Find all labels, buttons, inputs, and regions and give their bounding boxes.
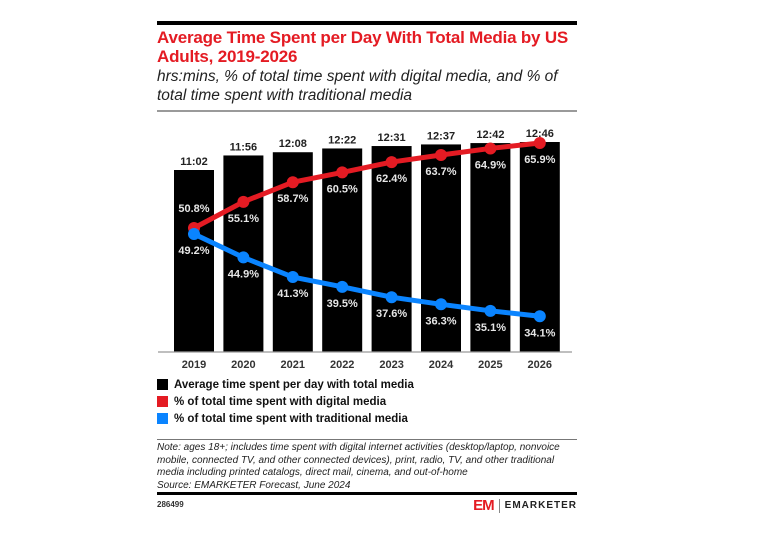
traditional-point (188, 228, 200, 240)
legend-swatch-black (157, 379, 168, 390)
legend-label: % of total time spent with digital media (174, 395, 387, 408)
traditional-point (435, 298, 447, 311)
digital-point (286, 176, 299, 189)
traditional-data-label: 37.6% (376, 308, 407, 320)
x-tick-label: 2025 (478, 359, 502, 371)
note-text: Note: ages 18+; includes time spent with… (157, 442, 560, 478)
bottom-rule (157, 492, 577, 495)
legend-swatch-red (157, 396, 168, 407)
legend-label: Average time spent per day with total me… (174, 378, 414, 391)
digital-line (191, 140, 543, 231)
x-tick-label: 2026 (528, 359, 552, 371)
digital-data-label: 58.7% (277, 193, 308, 205)
legend-label: % of total time spent with traditional m… (174, 412, 408, 425)
note-rule (157, 439, 577, 440)
traditional-point (484, 304, 497, 317)
traditional-data-label: 39.5% (327, 298, 358, 310)
legend: Average time spent per day with total me… (157, 376, 577, 427)
legend-swatch-blue (157, 413, 168, 424)
bar-value-label: 12:46 (526, 128, 554, 140)
legend-item-total-media: Average time spent per day with total me… (157, 376, 577, 393)
digital-data-label: 62.4% (376, 173, 407, 185)
chart-title: Average Time Spent per Day With Total Me… (157, 28, 569, 66)
traditional-data-label: 44.9% (228, 268, 259, 280)
bar-2023 (371, 146, 412, 352)
traditional-data-label: 41.3% (277, 288, 308, 300)
digital-data-label: 64.9% (475, 159, 506, 171)
brand-divider (498, 498, 500, 513)
traditional-data-label: 49.2% (178, 245, 209, 257)
digital-data-label: 63.7% (425, 166, 456, 178)
bar-value-label: 12:22 (328, 134, 356, 146)
subtitle-rule (157, 110, 577, 112)
x-tick-label: 2024 (429, 359, 454, 371)
x-tick-label: 2019 (182, 359, 206, 371)
digital-point (435, 148, 447, 161)
traditional-point (533, 310, 546, 323)
digital-point (533, 137, 546, 149)
bar-value-label: 12:08 (279, 138, 307, 150)
digital-point (336, 166, 349, 179)
digital-data-label: 55.1% (228, 213, 259, 225)
x-tick-label: 2023 (379, 359, 403, 371)
brand-logo: EM EMARKETER (473, 497, 577, 514)
digital-point (237, 195, 250, 208)
legend-item-digital: % of total time spent with digital media (157, 393, 577, 410)
source-text: Source: EMARKETER Forecast, June 2024 (157, 479, 351, 491)
x-tick-label: 2022 (330, 359, 354, 371)
traditional-point (385, 291, 398, 304)
chart-id: 286499 (157, 500, 184, 509)
note-block: Note: ages 18+; includes time spent with… (157, 442, 577, 492)
bar-2022 (322, 148, 363, 352)
traditional-data-label: 36.3% (425, 315, 456, 327)
digital-point (385, 156, 398, 169)
traditional-point (286, 271, 299, 284)
bar-value-label: 11:56 (230, 141, 258, 153)
bar-2024 (421, 144, 461, 352)
legend-item-traditional: % of total time spent with traditional m… (157, 410, 577, 427)
x-tick-label: 2021 (281, 359, 305, 371)
traditional-point (237, 251, 250, 264)
traditional-data-label: 35.1% (475, 322, 506, 334)
bar-value-label: 12:37 (427, 130, 455, 142)
digital-data-label: 65.9% (524, 154, 555, 166)
digital-point (484, 142, 497, 155)
combo-chart: 11:02 2019 11:56 2020 12:08 2021 12:22 2022 12:3… (158, 128, 572, 371)
traditional-point (336, 280, 349, 293)
chart-subtitle: hrs:mins, % of total time spent with dig… (157, 68, 558, 104)
brand-name: EMARKETER (504, 500, 577, 511)
bar-2025 (470, 143, 511, 352)
digital-data-label: 60.5% (327, 183, 358, 195)
emarketer-logo-icon: EM (473, 497, 494, 514)
x-tick-label: 2020 (231, 359, 255, 371)
bar-value-label: 12:31 (378, 132, 406, 144)
bar-value-label: 11:02 (180, 156, 208, 168)
traditional-line (191, 231, 543, 319)
bar-value-label: 12:42 (476, 129, 504, 141)
bar-2019 (174, 170, 214, 352)
digital-data-label: 50.8% (178, 203, 209, 215)
chart-card: Average Time Spent per Day With Total Me… (157, 0, 577, 534)
traditional-data-label: 34.1% (524, 327, 555, 339)
top-rule (157, 21, 577, 25)
